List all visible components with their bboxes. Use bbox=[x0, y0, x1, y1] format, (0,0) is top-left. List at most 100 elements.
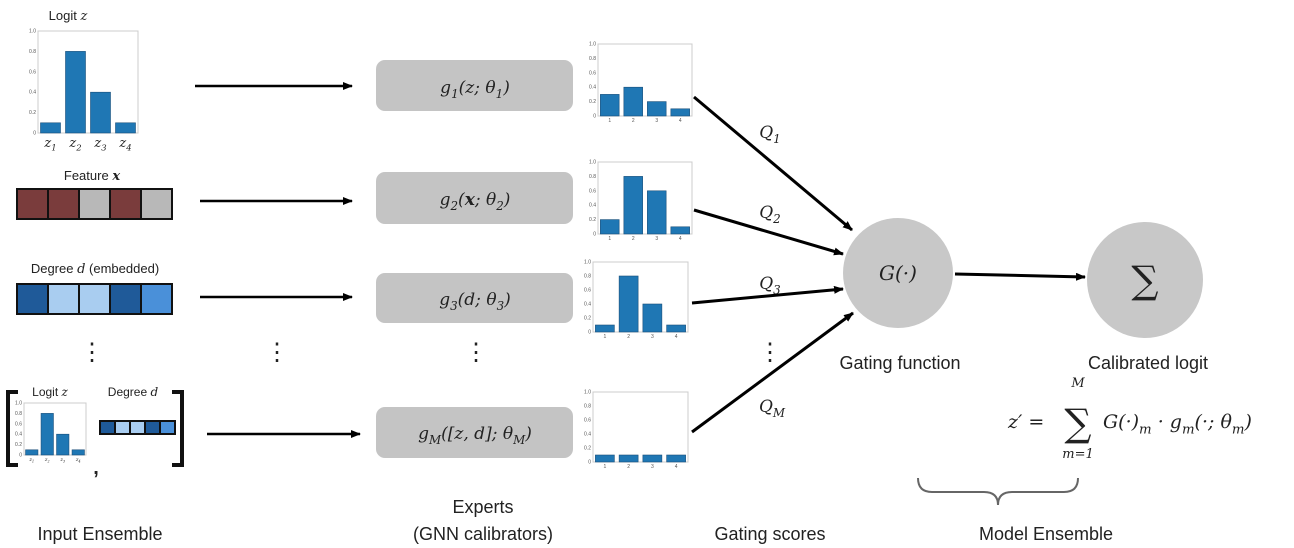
q3-label: Q3 bbox=[759, 274, 781, 297]
sum-icon: ∑ bbox=[1131, 258, 1158, 302]
expert-label-3: g3(d; θ3) bbox=[439, 290, 511, 313]
bar bbox=[666, 454, 686, 463]
math-segment: ( bbox=[458, 190, 465, 210]
degree-vector bbox=[16, 283, 173, 315]
right-bracket bbox=[172, 390, 184, 467]
combo-logit-title: Logit z bbox=[32, 385, 68, 399]
bar bbox=[115, 122, 136, 134]
expert-output-chart-m: 0 0.2 0.4 0.6 0.8 1.0 1 2 3 4 bbox=[584, 390, 689, 470]
math-segment: m bbox=[1139, 423, 1152, 438]
y-tick-label: 0.8 bbox=[589, 174, 596, 180]
expert-output-chart-3: 0 0.2 0.4 0.6 0.8 1.0 1 2 3 4 bbox=[584, 260, 689, 340]
q1-label: Q1 bbox=[759, 123, 781, 146]
x-tick-label: 2 bbox=[632, 118, 635, 124]
y-tick-label: 0.8 bbox=[584, 404, 591, 410]
y-tick-label: 0.2 bbox=[584, 316, 591, 322]
y-tick-label: 0 bbox=[593, 114, 596, 120]
x-tick-label: 3 bbox=[655, 236, 658, 242]
degree-title: Degree d (embedded) bbox=[31, 261, 159, 277]
y-tick-label: 0.6 bbox=[15, 421, 22, 427]
combo-degree-title: Degree d bbox=[108, 385, 159, 399]
bar bbox=[595, 324, 615, 333]
x-tick-label: z3 bbox=[93, 136, 106, 152]
logit-title: Logit z bbox=[49, 8, 88, 24]
x-tick-label: 4 bbox=[675, 464, 678, 470]
vector-cell bbox=[16, 188, 49, 220]
sum-lower: m=1 bbox=[1062, 447, 1094, 462]
x-tick-label: 1 bbox=[608, 118, 611, 124]
math-segment: Q bbox=[759, 397, 773, 417]
x-tick-label: z4 bbox=[118, 136, 131, 152]
y-tick-label: 0.6 bbox=[589, 188, 596, 194]
x-tick-label: 4 bbox=[679, 118, 682, 124]
x-tick-label: z2 bbox=[44, 457, 50, 463]
math-segment: 2 bbox=[449, 199, 458, 213]
x-tick-label: z1 bbox=[28, 457, 34, 463]
gating-ellipsis: ⋮ bbox=[758, 339, 782, 366]
y-tick-label: 0.8 bbox=[15, 411, 22, 417]
y-tick-label: 0.6 bbox=[589, 70, 596, 76]
arrow-q2 bbox=[693, 208, 844, 256]
formula-lhs: z′ = bbox=[1007, 411, 1044, 433]
math-segment: 3 bbox=[773, 283, 781, 297]
y-tick-label: 0.4 bbox=[589, 85, 596, 91]
x-tick-label: 2 bbox=[627, 334, 630, 340]
formula-rhs: G(·)m · gm(·; θm) bbox=[1103, 411, 1252, 438]
y-tick-label: 0 bbox=[19, 453, 22, 459]
y-tick-label: 0.2 bbox=[589, 217, 596, 223]
qm-label: QM bbox=[759, 397, 786, 420]
bar bbox=[600, 94, 620, 117]
arrow-ellipsis: ⋮ bbox=[265, 339, 289, 366]
expert-output-chart-2: 0 0.2 0.4 0.6 0.8 1.0 1 2 3 4 bbox=[589, 160, 693, 242]
combo-degree-vector bbox=[99, 420, 176, 435]
math-segment: m bbox=[1182, 423, 1195, 438]
vector-cell bbox=[16, 283, 49, 315]
vector-cell bbox=[47, 283, 80, 315]
math-segment: Q bbox=[759, 123, 773, 143]
vector-cell bbox=[109, 283, 142, 315]
vector-cell bbox=[114, 420, 131, 435]
vector-cell bbox=[140, 188, 173, 220]
y-tick-label: 0.2 bbox=[29, 110, 36, 116]
math-segment: 2 bbox=[495, 199, 504, 213]
math-segment: 1 bbox=[773, 132, 781, 146]
math-segment: 3 bbox=[497, 299, 505, 313]
x-tick-label: 2 bbox=[632, 236, 635, 242]
combo-logit-bar-chart: 0 0.2 0.4 0.6 0.8 1.0 z1 z2 z3 z4 bbox=[15, 401, 87, 463]
y-tick-label: 0 bbox=[33, 131, 36, 137]
gating-caption: Gating function bbox=[839, 353, 960, 373]
y-tick-label: 0.8 bbox=[29, 49, 36, 55]
expert-label-1: g1(z; θ1) bbox=[440, 78, 510, 101]
y-tick-label: 0 bbox=[588, 330, 591, 336]
vector-cell bbox=[159, 420, 176, 435]
bar bbox=[623, 176, 643, 235]
bar bbox=[65, 51, 86, 134]
math-segment: (·; θ bbox=[1195, 411, 1233, 433]
bar bbox=[670, 108, 690, 117]
experts-sublabel: (GNN calibrators) bbox=[413, 524, 553, 544]
bar bbox=[600, 219, 620, 235]
x-tick-label: 1 bbox=[603, 334, 606, 340]
math-segment: g bbox=[440, 78, 451, 98]
x-tick-label: 1 bbox=[603, 464, 606, 470]
math-segment: m bbox=[1232, 423, 1245, 438]
y-tick-label: 0.2 bbox=[589, 99, 596, 105]
x-tick-label: 2 bbox=[627, 464, 630, 470]
gating-node bbox=[843, 218, 953, 328]
x-tick-label: 4 bbox=[675, 334, 678, 340]
y-tick-label: 1.0 bbox=[29, 29, 36, 35]
x-tick-label: z2 bbox=[68, 136, 81, 152]
ensemble-node bbox=[1087, 222, 1203, 338]
experts-label: Experts bbox=[452, 497, 513, 517]
bar bbox=[71, 449, 85, 456]
y-tick-label: 1.0 bbox=[584, 260, 591, 266]
model-ensemble-label: Model Ensemble bbox=[979, 524, 1113, 544]
y-tick-label: 1.0 bbox=[584, 390, 591, 396]
y-tick-label: 0.2 bbox=[584, 446, 591, 452]
bar bbox=[40, 413, 54, 456]
y-tick-label: 0.2 bbox=[15, 442, 22, 448]
x-tick-label: 4 bbox=[679, 236, 682, 242]
y-tick-label: 1.0 bbox=[589, 42, 596, 48]
math-segment: ) bbox=[503, 290, 511, 310]
